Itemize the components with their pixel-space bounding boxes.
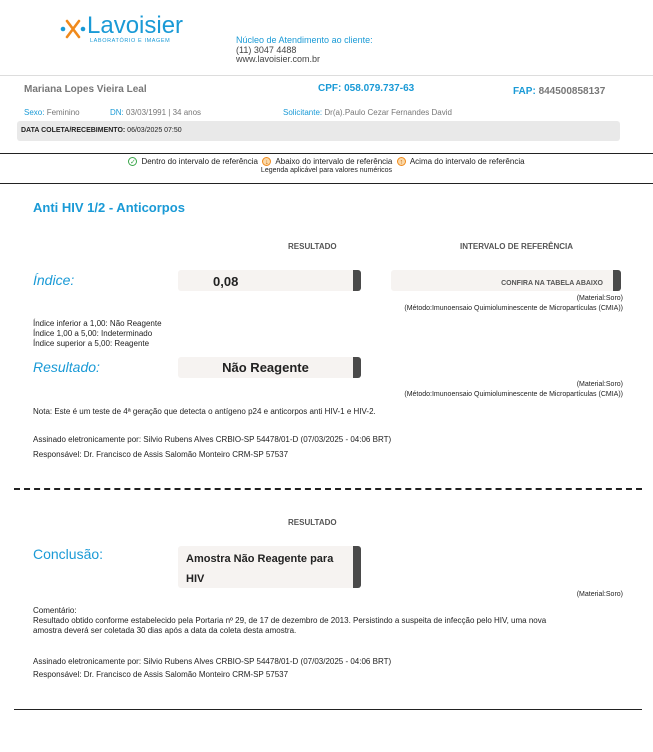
legend-note: Legenda aplicável para valores numéricos (260, 167, 393, 175)
coleta-bar: DATA COLETA/RECEBIMENTO: 06/03/2025 07:5… (17, 121, 620, 141)
indice-value: 0,08 (213, 274, 239, 289)
divider (0, 183, 653, 184)
reference-line: Índice inferior a 1,00: Não Reagente (33, 319, 162, 328)
reference-lines: Índice inferior a 1,00: Não Reagente Índ… (33, 319, 162, 349)
fap-label: FAP: (513, 86, 536, 97)
resultado-value: Não Reagente (222, 360, 309, 375)
divider (0, 153, 653, 154)
legend-within: Dentro do intervalo de referência (141, 157, 258, 166)
cpf-label: CPF: (318, 83, 342, 94)
contact-phone: (11) 3047 4488 (236, 44, 297, 55)
comentario-label: Comentário: (33, 606, 77, 615)
sexo-label: Sexo: (24, 108, 45, 117)
indice-label: Índice: (33, 272, 75, 288)
conclusao-value: Amostra Não Reagente para (186, 553, 334, 565)
legend-above: Acima do intervalo de referência (409, 157, 525, 166)
logo-subtitle: LABORATÓRIO E IMAGEM (90, 38, 171, 44)
cpf-value: 058.079.737-63 (344, 83, 415, 94)
material: (Material:Soro) (576, 381, 623, 388)
indice-result-box: 0,08 (178, 270, 361, 291)
method-block: (Material:Soro) (Método:Imunoensaio Quim… (404, 294, 623, 314)
sexo: Sexo: Feminino (24, 108, 80, 117)
legend: ✓ Dentro do intervalo de referência ↓ Abai… (0, 157, 653, 174)
exam-title: Anti HIV 1/2 - Anticorpos (33, 200, 185, 215)
contact-block: Núcleo de Atendimento ao cliente: (11) 3… (236, 35, 373, 65)
dn-value: 03/03/1991 | 34 anos (126, 108, 202, 117)
column-header-result: RESULTADO (288, 518, 337, 527)
coleta-label: DATA COLETA/RECEBIMENTO: (21, 127, 126, 134)
divider (14, 709, 642, 710)
conclusao-box: Amostra Não Reagente para HIV (178, 546, 361, 588)
conclusao-label: Conclusão: (33, 546, 104, 562)
fap-value: 844500858137 (538, 86, 606, 97)
resultado-box: Não Reagente (178, 357, 361, 378)
section-divider (14, 488, 642, 490)
dn-label: DN: (110, 108, 124, 117)
comentario: Comentário: Resultado obtido conforme es… (33, 606, 546, 636)
contact-website[interactable]: www.lavoisier.com.br (236, 54, 321, 64)
check-circle-icon: ✓ (128, 157, 138, 167)
responsible: Responsável: Dr. Francisco de Assis Salo… (33, 670, 289, 679)
material: (Material:Soro) (576, 295, 623, 302)
solicitante-value: Dr(a).Paulo Cezar Fernandes David (324, 108, 452, 117)
cpf: CPF: 058.079.737-63 (318, 83, 414, 94)
coleta-value: 06/03/2025 07:50 (127, 127, 182, 134)
logo-text: Lavoisier (87, 12, 184, 39)
patient-name: Mariana Lopes Vieira Leal (24, 84, 147, 95)
sexo-value: Feminino (46, 108, 80, 117)
arrow-down-circle-icon: ↓ (262, 157, 272, 167)
signature: Assinado eletronicamente por: Silvio Rub… (33, 435, 392, 444)
conclusao-value: HIV (186, 573, 205, 585)
reference-box: CONFIRA NA TABELA ABAIXO (391, 270, 621, 291)
material: (Material:Soro) (576, 591, 623, 598)
solicitante: Solicitante: Dr(a).Paulo Cezar Fernandes… (283, 108, 452, 117)
reference-line: Índice 1,00 a 5,00: Indeterminado (33, 329, 153, 338)
nota: Nota: Este é um teste de 4ª geração que … (33, 407, 376, 416)
comentario-text: amostra deverá ser coletada 30 dias após… (33, 626, 297, 635)
logo-mark-icon (60, 19, 86, 39)
metodo: (Método:Imunoensaio Quimioluminescente d… (404, 305, 623, 312)
column-header-result: RESULTADO (288, 242, 337, 251)
legend-below: Abaixo do intervalo de referência (275, 157, 393, 166)
column-header-reference: INTERVALO DE REFERÊNCIA (460, 242, 574, 251)
fap: FAP: 844500858137 (513, 86, 605, 97)
arrow-up-circle-icon: ↑ (396, 157, 406, 167)
reference-line: Índice superior a 5,00: Reagente (33, 339, 150, 348)
divider (0, 75, 653, 76)
resultado-label: Resultado: (33, 359, 100, 375)
metodo: (Método:Imunoensaio Quimioluminescente d… (404, 391, 623, 398)
method-block: (Material:Soro) (Método:Imunoensaio Quim… (404, 380, 623, 400)
responsible: Responsável: Dr. Francisco de Assis Salo… (33, 450, 289, 459)
solicitante-label: Solicitante: (283, 108, 323, 117)
comentario-text: Resultado obtido conforme estabelecido p… (33, 616, 547, 625)
signature: Assinado eletronicamente por: Silvio Rub… (33, 657, 392, 666)
dn: DN: 03/03/1991 | 34 anos (110, 108, 201, 117)
contact-label: Núcleo de Atendimento ao cliente: (236, 35, 373, 45)
reference-value: CONFIRA NA TABELA ABAIXO (501, 280, 603, 287)
